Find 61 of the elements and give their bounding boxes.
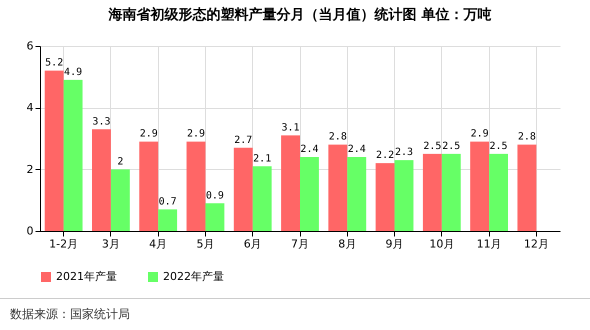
x-tick-label: 12月 [524,238,549,250]
data-label: 2.8 [518,132,536,143]
legend-label: 2021年产量 [56,270,117,283]
data-label: 2.9 [470,128,489,140]
data-label: 2.7 [234,134,252,146]
legend-label: 2022年产量 [163,270,224,283]
data-label: 4.9 [64,66,82,78]
bar [44,70,64,231]
data-label: 2.4 [348,144,366,155]
bar [110,169,130,231]
y-tick-label: 6 [26,40,34,52]
bar [470,142,490,231]
bar [92,129,111,231]
bar [158,209,178,231]
data-label: 2.1 [253,153,272,164]
bar [64,80,83,231]
x-tick-label: 7月 [291,238,309,250]
bar [234,148,253,231]
bar [394,160,414,231]
bar [186,142,206,231]
bar [376,163,395,231]
data-label: 2.5 [490,140,508,152]
x-tick-label: 11月 [476,238,502,250]
data-label: 0.7 [158,196,177,208]
data-label: 2.5 [423,140,442,152]
bar [489,154,508,231]
y-tick-label: 4 [26,101,34,114]
data-label: 0.9 [206,190,224,202]
bar [281,135,300,231]
data-label: 2 [117,156,124,168]
data-label: 2.5 [442,140,460,152]
data-label: 2.3 [394,147,414,158]
x-tick-label: 9月 [386,238,404,250]
source-note: 数据来源：国家统计局 [10,306,130,323]
bar [422,154,442,231]
data-label: 2.9 [186,128,206,140]
data-label: 3.1 [282,122,300,134]
bar [205,203,224,231]
data-label: 2.8 [328,132,347,143]
data-label: 2.4 [300,144,318,155]
chart-title: 海南省初级形态的塑料产量分月（当月值）统计图 单位：万吨 [108,6,492,23]
bar [300,157,319,231]
x-tick-label: 10月 [429,238,454,250]
bar [252,166,272,231]
x-tick-label: 8月 [338,238,356,250]
x-tick-label: 4月 [149,238,168,250]
bar [328,144,348,231]
x-tick-label: 1-2月 [49,238,78,250]
y-tick-label: 0 [26,224,34,238]
x-tick-label: 6月 [244,238,262,250]
data-label: 3.3 [92,116,110,128]
bar [517,144,536,231]
bar [139,142,158,231]
data-label: 2.9 [140,128,158,140]
bar [347,157,366,231]
bar [442,154,461,231]
data-label: 5.2 [45,58,64,69]
y-tick-label: 2 [26,162,34,176]
x-tick-label: 5月 [196,238,214,250]
data-label: 2.2 [376,150,394,162]
x-tick-label: 3月 [102,238,120,250]
